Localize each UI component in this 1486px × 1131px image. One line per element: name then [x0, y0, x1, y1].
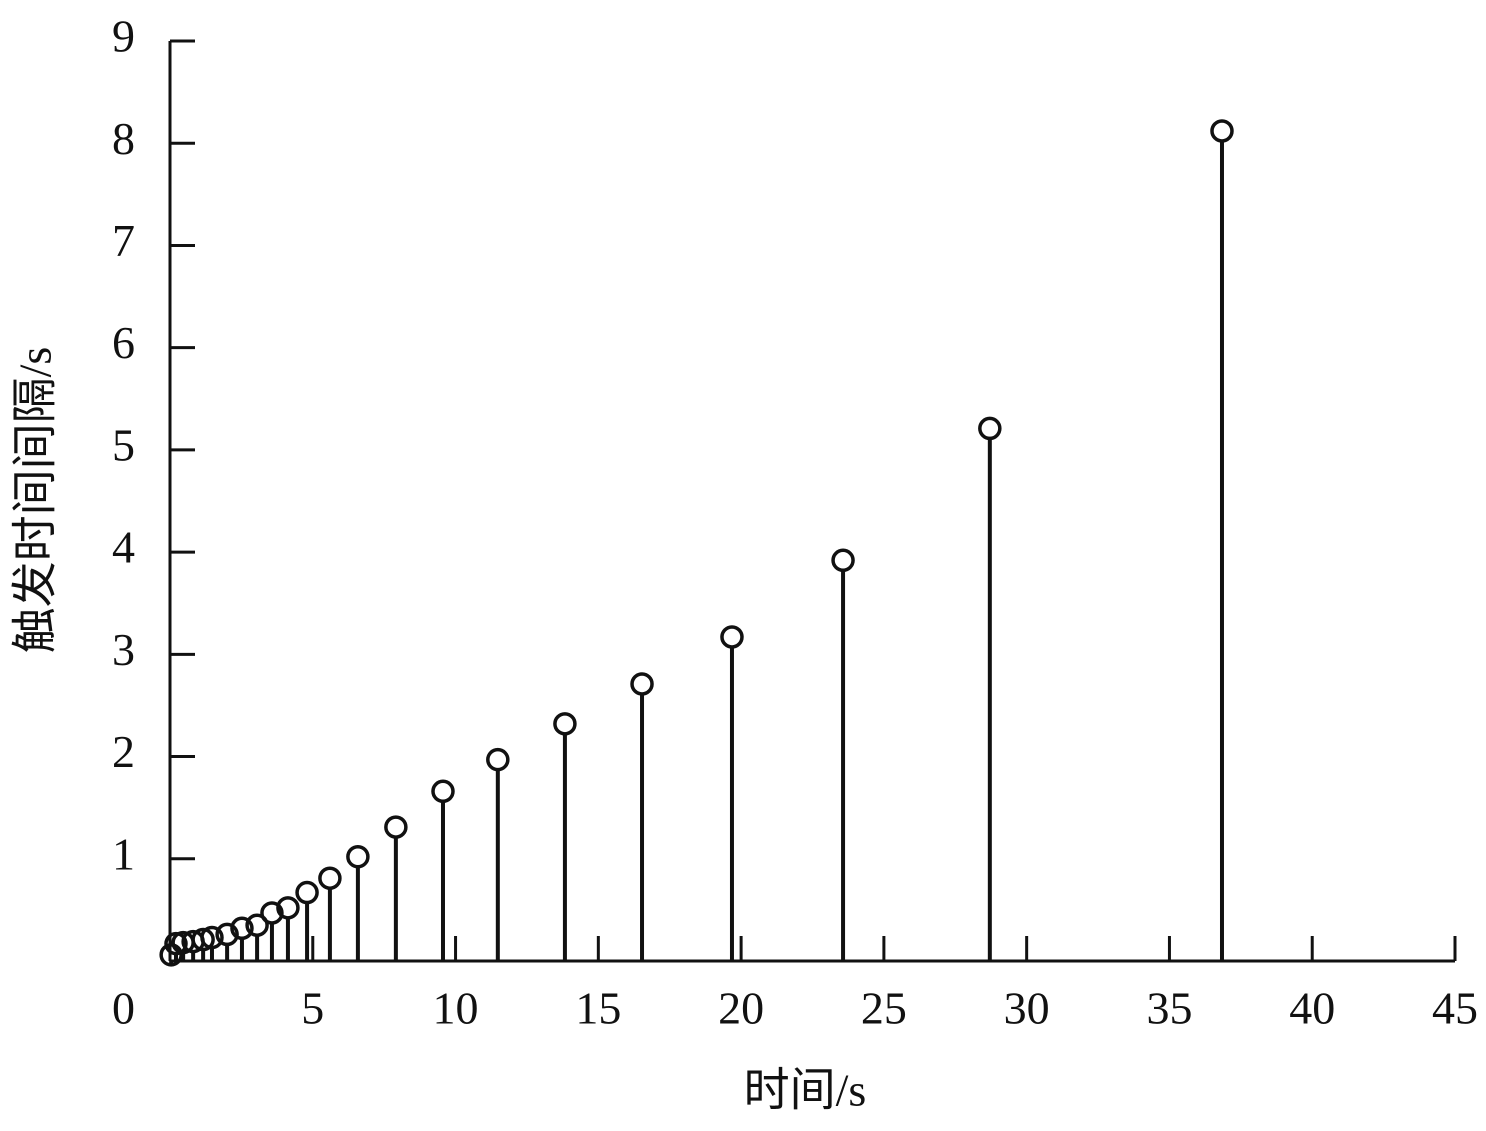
stem-marker	[245, 913, 269, 937]
y-tick-label: 6	[112, 317, 135, 368]
stem-marker	[384, 815, 408, 839]
y-tick-label: 9	[112, 11, 135, 62]
stem-marker	[200, 925, 224, 950]
stem-marker	[215, 922, 239, 947]
stem-marker	[276, 896, 300, 920]
y-tick-label: 1	[112, 828, 135, 879]
stem-marker	[191, 927, 215, 952]
stem-marker	[553, 712, 577, 736]
x-tick-label: 0	[112, 983, 135, 1034]
y-tick-label: 5	[112, 419, 135, 470]
x-tick-label: 10	[433, 983, 479, 1034]
x-tick-label: 20	[718, 983, 764, 1034]
y-axis-label: 触发时间间隔/s	[10, 347, 61, 654]
x-tick-label: 35	[1146, 983, 1192, 1034]
stem-marker	[230, 916, 254, 941]
stem-marker	[431, 779, 455, 804]
y-tick-label: 4	[112, 522, 135, 573]
x-axis-label: 时间/s	[744, 1065, 867, 1116]
stem-marker	[318, 866, 342, 890]
y-tick-label: 7	[112, 215, 135, 266]
y-tick-label: 2	[112, 726, 135, 777]
stem-marker	[831, 548, 855, 573]
x-tick-label: 30	[1004, 983, 1050, 1034]
stem-marker	[978, 416, 1002, 441]
stem-marker	[720, 625, 744, 649]
x-tick-label: 15	[575, 983, 621, 1034]
y-tick-label: 8	[112, 113, 135, 164]
y-tick-label: 3	[112, 624, 135, 675]
stem-marker	[630, 672, 654, 696]
stem-marker	[260, 901, 284, 925]
x-tick-label: 40	[1289, 983, 1335, 1034]
stem-marker	[1210, 119, 1234, 143]
x-tick-label: 45	[1432, 983, 1478, 1034]
stem-marker	[346, 844, 370, 869]
x-tick-label: 25	[861, 983, 907, 1034]
stem-marker	[486, 747, 510, 772]
stem-marker	[295, 880, 319, 905]
x-tick-label: 5	[301, 983, 324, 1034]
